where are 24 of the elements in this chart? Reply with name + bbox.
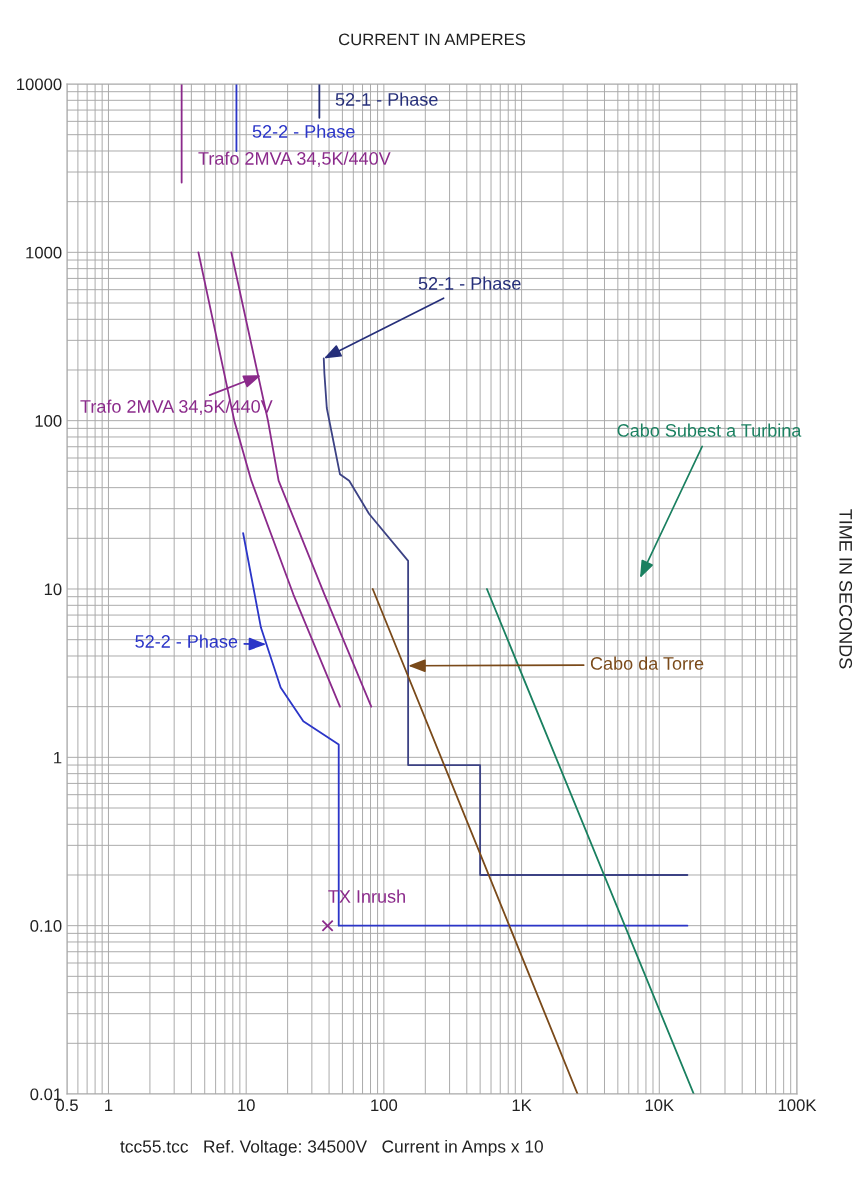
annotation: Cabo Subest a Turbina (617, 423, 802, 437)
y-tick-label: 10000 (17, 78, 62, 91)
y-tick-label: 1 (54, 751, 62, 764)
y-tick-label: 100 (35, 415, 62, 427)
annotation: 52-1 - Phase (418, 276, 521, 290)
x-tick-label: 100 (371, 1099, 398, 1112)
y-tick-label: 1000 (26, 246, 62, 259)
x-axis-title: CURRENT IN AMPERES (338, 33, 526, 46)
y-tick-label: 0.01 (30, 1088, 62, 1101)
y-tick-label: 0.10 (30, 920, 62, 932)
annotation: Cabo da Torre (590, 656, 704, 670)
x-tick-label: 1K (512, 1099, 532, 1111)
text: tcc55.tcc Ref. Voltage: 34500V Current in Amps x 10 (120, 1139, 543, 1157)
x-tick-label: 1 (105, 1099, 113, 1111)
x-tick-label: 10 (238, 1099, 255, 1112)
x-tick-label: 100K (778, 1099, 817, 1112)
annotation: 52-1 - Phase (335, 92, 438, 106)
y-tick-label: 10 (44, 583, 62, 596)
x-tick-label: 10K (645, 1099, 674, 1112)
annotation: 52-2 - Phase (252, 124, 355, 138)
y-axis-title: TIME IN SECONDS (839, 509, 853, 669)
annotation: Trafo 2MVA 34,5K/440V (198, 151, 391, 167)
annotation: 52-2 - Phase (135, 634, 238, 648)
x-tick-label: 0.5 (56, 1099, 78, 1112)
